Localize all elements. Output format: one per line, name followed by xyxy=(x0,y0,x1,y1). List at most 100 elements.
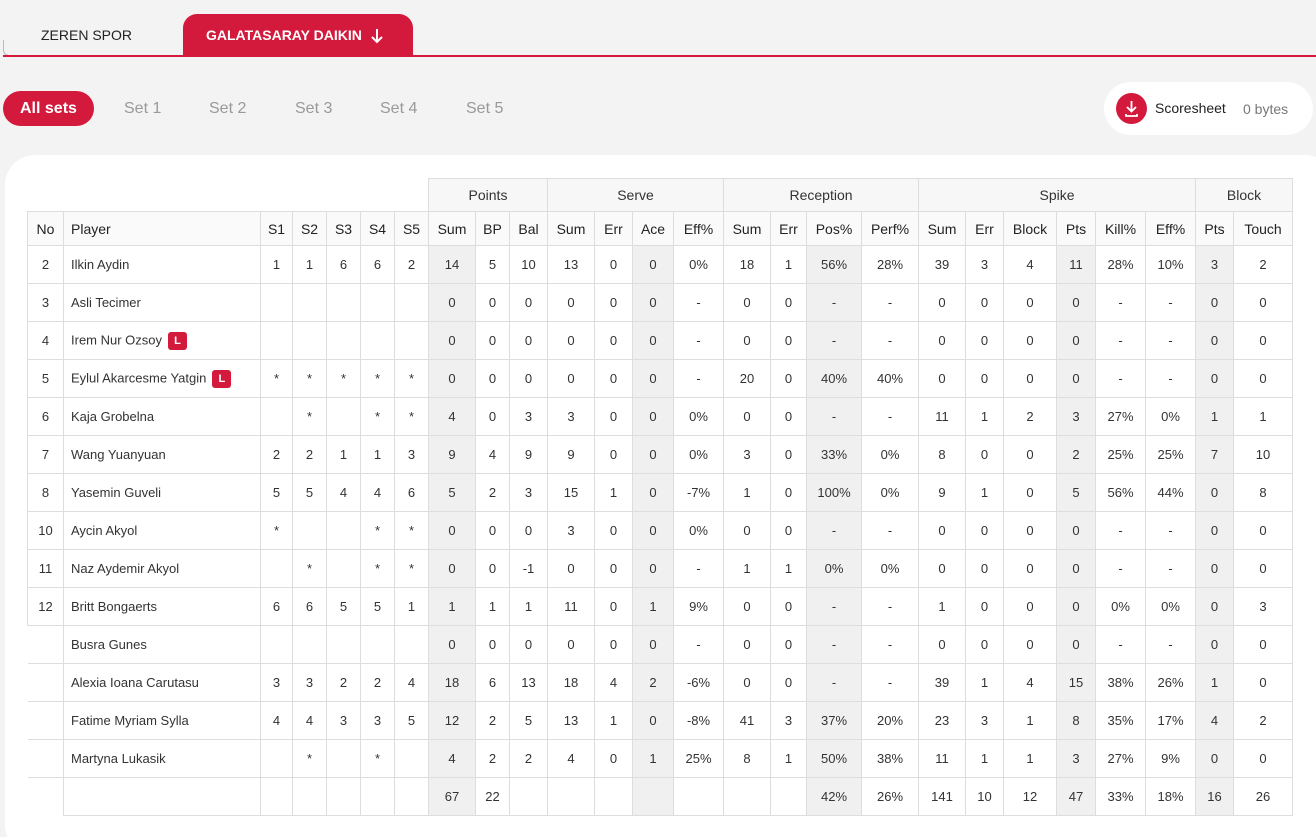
stat-cell: 5 xyxy=(292,473,327,512)
stat-cell: 5 xyxy=(326,587,361,626)
stat-cell: 1 xyxy=(1003,739,1057,778)
stat-cell: 26 xyxy=(1233,777,1293,816)
stat-cell: 0% xyxy=(1145,397,1196,436)
stat-cell: 0 xyxy=(1195,283,1234,322)
scoresheet-size: 0 bytes xyxy=(1243,101,1289,117)
player-row: Martyna Lukasik * * 4 2 2 4 0 1 25% 8 1 50% 38% 11 1 1 3 2… xyxy=(27,739,1293,778)
stat-cell: -7% xyxy=(673,473,724,512)
stat-cell: 0 xyxy=(475,283,510,322)
blank-header xyxy=(63,178,261,212)
stat-cell: 13 xyxy=(509,663,548,702)
stat-cell: 0 xyxy=(428,359,476,398)
stat-cell: 2 xyxy=(509,739,548,778)
stat-cell: 6 xyxy=(360,245,395,284)
set-filter[interactable]: Set 5 xyxy=(466,100,504,117)
stat-cell: - xyxy=(1095,625,1146,664)
set-filter[interactable]: Set 2 xyxy=(209,100,247,117)
stat-cell: 0 xyxy=(1195,359,1234,398)
stat-cell: 6 xyxy=(394,473,429,512)
stat-cell: 0 xyxy=(632,625,674,664)
stat-cell: 0 xyxy=(1195,549,1234,588)
stat-cell: 0 xyxy=(594,397,633,436)
stat-cell: 9 xyxy=(547,435,595,474)
stat-cell xyxy=(326,397,361,436)
stat-cell: 0 xyxy=(594,283,633,322)
stat-cell xyxy=(547,777,595,816)
player-name: Yasemin Guveli xyxy=(63,473,261,512)
stat-cell: 0 xyxy=(632,397,674,436)
stat-cell: 2 xyxy=(632,663,674,702)
stat-cell: 8 xyxy=(27,473,64,512)
stat-cell: 17% xyxy=(1145,701,1196,740)
stat-cell: 6 xyxy=(326,245,361,284)
stat-cell: 3 xyxy=(394,435,429,474)
group-header: Block xyxy=(1195,178,1293,212)
player-name: Busra Gunes xyxy=(63,625,261,664)
column-header-row: No Player S1 S2 S3 S4 S5 Sum BP Bal Sum Err Ace Eff% S… xyxy=(27,211,1293,246)
stat-cell: 38% xyxy=(861,739,919,778)
download-icon xyxy=(1116,93,1147,124)
player-row: 2 Ilkin Aydin 1 1 6 6 2 14 5 10 13 0 0 0% 18 1 56% 28% 39 3… xyxy=(27,245,1293,284)
stat-cell: 3 xyxy=(326,701,361,740)
stat-cell: 5 xyxy=(27,359,64,398)
stat-cell: 0 xyxy=(965,435,1004,474)
stat-cell: 0 xyxy=(723,283,771,322)
stat-cell: 5 xyxy=(260,473,293,512)
column-header: S5 xyxy=(394,211,429,246)
stat-cell: 8 xyxy=(1233,473,1293,512)
set-filter[interactable]: Set 4 xyxy=(380,100,418,117)
team-tab[interactable]: ZEREN SPOR xyxy=(41,27,133,43)
stat-cell: 9 xyxy=(918,473,966,512)
stat-cell: * xyxy=(394,511,429,550)
stat-cell: 38% xyxy=(1095,663,1146,702)
stat-cell: - xyxy=(1095,359,1146,398)
stat-cell: 0 xyxy=(1056,321,1096,360)
stat-cell: 0 xyxy=(632,435,674,474)
set-filter[interactable]: Set 3 xyxy=(295,100,333,117)
stat-cell: 0 xyxy=(632,283,674,322)
stat-cell: 35% xyxy=(1095,701,1146,740)
stat-cell: 0 xyxy=(428,283,476,322)
player-row: 8 Yasemin Guveli 5 5 4 4 6 5 2 3 15 1 0 -7% 1 0 100% 0% 9 1… xyxy=(27,473,1293,512)
stat-cell: 0 xyxy=(770,587,807,626)
stat-cell: 16 xyxy=(1195,777,1234,816)
stat-cell: 1 xyxy=(1195,663,1234,702)
stat-cell: 0 xyxy=(547,549,595,588)
stat-cell: - xyxy=(806,283,862,322)
stat-cell: * xyxy=(360,511,395,550)
stat-cell: 0 xyxy=(428,511,476,550)
stat-cell: 1 xyxy=(1003,701,1057,740)
stat-cell: 4 xyxy=(1003,245,1057,284)
stat-cell: 3 xyxy=(1195,245,1234,284)
set-filter[interactable]: Set 1 xyxy=(124,100,162,117)
stat-cell: 4 xyxy=(260,701,293,740)
stat-cell: 27% xyxy=(1095,397,1146,436)
stat-cell: 5 xyxy=(428,473,476,512)
stat-cell xyxy=(27,777,64,816)
stat-cell: 0 xyxy=(1233,321,1293,360)
player-name: Naz Aydemir Akyol xyxy=(63,549,261,588)
stat-cell: 0 xyxy=(1003,587,1057,626)
stat-cell: 0 xyxy=(594,245,633,284)
stat-cell: 2 xyxy=(475,739,510,778)
stat-cell xyxy=(27,739,64,778)
stat-cell: - xyxy=(673,549,724,588)
stat-cell: 0% xyxy=(861,473,919,512)
stat-cell: 0% xyxy=(673,511,724,550)
set-filter-active[interactable]: All sets xyxy=(3,91,94,126)
stat-cell xyxy=(509,777,548,816)
scoresheet-download[interactable]: Scoresheet 0 bytes xyxy=(1104,82,1313,135)
stat-cell: 67 xyxy=(428,777,476,816)
stat-cell xyxy=(260,549,293,588)
stat-cell: 1 xyxy=(965,663,1004,702)
stat-cell: 26% xyxy=(1145,663,1196,702)
stat-cell: 0 xyxy=(1056,511,1096,550)
team-tab-active[interactable]: GALATASARAY DAIKIN xyxy=(183,14,413,56)
group-header: Spike xyxy=(918,178,1196,212)
stat-cell: - xyxy=(1095,321,1146,360)
stat-cell: 1 xyxy=(326,435,361,474)
stat-cell: 28% xyxy=(1095,245,1146,284)
stat-cell: - xyxy=(806,625,862,664)
player-row: 5 Eylul Akarcesme Yatgin L * * * * * 0 0 0 0 0 0-20 0 4… xyxy=(27,359,1293,398)
stat-cell: 0 xyxy=(965,549,1004,588)
